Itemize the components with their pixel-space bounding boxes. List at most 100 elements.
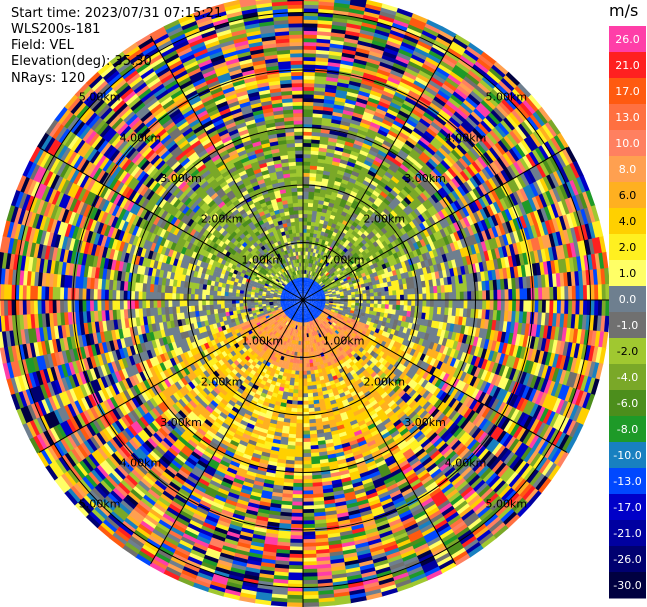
velocity-gate	[467, 42, 485, 56]
velocity-gate	[303, 191, 309, 196]
velocity-gate	[459, 81, 474, 95]
velocity-gate	[341, 194, 350, 202]
velocity-gate	[387, 36, 403, 46]
velocity-gate	[303, 247, 306, 252]
velocity-gate	[448, 43, 465, 56]
velocity-gate	[304, 284, 307, 289]
velocity-gate	[345, 26, 362, 34]
velocity-gate	[315, 277, 319, 282]
velocity-gate	[391, 65, 406, 75]
velocity-gate	[302, 441, 311, 447]
velocity-gate	[396, 51, 412, 62]
velocity-gate	[376, 104, 389, 113]
velocity-gate	[348, 11, 365, 19]
velocity-gate	[461, 78, 476, 92]
velocity-gate	[372, 82, 386, 91]
velocity-gate	[443, 80, 458, 92]
velocity-gate	[371, 142, 382, 151]
velocity-gate	[439, 86, 454, 98]
velocity-gate	[355, 159, 365, 167]
velocity-gate	[365, 104, 378, 112]
velocity-gate	[439, 109, 452, 121]
velocity-gate	[413, 79, 428, 90]
velocity-gate	[316, 233, 321, 239]
velocity-gate	[342, 147, 353, 155]
velocity-gate	[344, 140, 355, 148]
velocity-gate	[354, 180, 363, 187]
velocity-gate	[317, 154, 327, 160]
velocity-gate	[305, 243, 310, 248]
velocity-gate	[402, 124, 414, 135]
velocity-gate	[425, 56, 441, 68]
velocity-gate	[305, 281, 308, 286]
velocity-gate	[310, 287, 314, 292]
velocity-gate	[307, 273, 310, 279]
velocity-gate	[387, 76, 402, 86]
velocity-gate	[405, 118, 418, 128]
velocity-gate	[420, 92, 435, 103]
velocity-gate	[394, 137, 406, 147]
velocity-gate	[304, 284, 306, 289]
velocity-gate	[353, 58, 368, 66]
velocity-gate	[355, 214, 363, 222]
velocity-gate	[303, 45, 317, 50]
velocity-gate	[350, 0, 368, 4]
velocity-gate	[339, 158, 349, 165]
velocity-gate	[319, 192, 326, 198]
velocity-gate	[311, 127, 322, 133]
velocity-gate	[303, 220, 308, 226]
velocity-gate	[341, 113, 353, 120]
velocity-gate	[305, 277, 308, 282]
velocity-gate	[348, 177, 357, 184]
velocity-gate	[312, 233, 318, 238]
velocity-gate	[386, 167, 396, 177]
velocity-gate	[356, 43, 372, 52]
velocity-gate	[369, 145, 380, 154]
velocity-gate	[371, 212, 379, 220]
velocity-gate	[303, 250, 306, 256]
velocity-gate	[375, 206, 384, 215]
velocity-gate	[362, 162, 372, 171]
velocity-gate	[353, 163, 363, 171]
velocity-gate	[433, 39, 450, 52]
velocity-gate	[303, 0, 320, 6]
velocity-gate	[358, 211, 366, 219]
velocity-gate	[342, 0, 352, 2]
velocity-gate	[388, 32, 405, 43]
velocity-gate	[308, 270, 311, 275]
velocity-gate	[374, 156, 384, 165]
velocity-gate	[309, 287, 313, 292]
velocity-gate	[314, 71, 328, 77]
velocity-gate	[372, 139, 384, 147]
velocity-gate	[303, 131, 313, 136]
velocity-gate	[347, 197, 355, 204]
velocity-gate	[365, 0, 384, 8]
velocity-gate	[370, 89, 383, 98]
velocity-gate	[353, 139, 364, 147]
velocity-gate	[306, 262, 309, 267]
velocity-gate	[463, 75, 478, 89]
velocity-gate	[305, 293, 309, 298]
velocity-gate	[380, 93, 394, 103]
velocity-gate	[368, 50, 384, 59]
velocity-gate	[308, 187, 316, 193]
velocity-gate	[383, 115, 396, 124]
velocity-gate	[367, 169, 377, 178]
velocity-gate	[433, 95, 447, 107]
velocity-gate	[374, 135, 386, 144]
velocity-gate	[303, 116, 314, 121]
velocity-gate	[347, 87, 360, 95]
velocity-gate	[305, 288, 308, 293]
velocity-gate	[379, 61, 394, 70]
velocity-gate	[390, 25, 407, 36]
velocity-gate	[372, 114, 385, 123]
velocity-gate	[391, 98, 404, 108]
velocity-gate	[309, 274, 313, 280]
velocity-gate	[605, 300, 610, 317]
velocity-gate	[364, 64, 379, 73]
velocity-gate	[307, 266, 311, 271]
velocity-gate	[351, 170, 360, 178]
velocity-gate	[304, 288, 306, 293]
velocity-gate	[376, 68, 391, 77]
velocity-gate	[307, 285, 311, 290]
